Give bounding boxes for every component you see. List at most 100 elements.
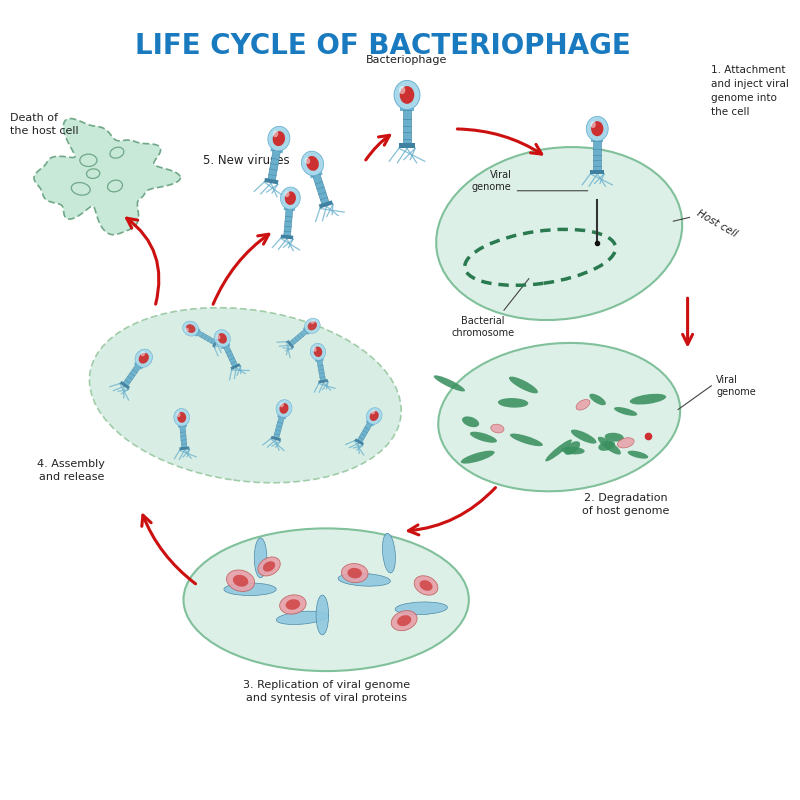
Text: 2. Degradation
of host genome: 2. Degradation of host genome <box>582 494 670 517</box>
Ellipse shape <box>598 437 621 454</box>
Ellipse shape <box>414 576 438 595</box>
Ellipse shape <box>308 322 317 330</box>
Bar <box>230 363 241 370</box>
Ellipse shape <box>598 441 615 451</box>
Ellipse shape <box>218 333 227 344</box>
Ellipse shape <box>614 407 638 416</box>
Ellipse shape <box>314 346 322 357</box>
Ellipse shape <box>490 424 504 433</box>
Text: 1. Attachment
and inject viral
genome into
the cell: 1. Attachment and inject viral genome in… <box>711 65 790 117</box>
Ellipse shape <box>285 191 296 205</box>
Ellipse shape <box>258 557 280 576</box>
Ellipse shape <box>586 116 608 141</box>
Bar <box>197 330 217 345</box>
Bar <box>318 200 333 209</box>
Text: Viral
genome: Viral genome <box>472 170 512 192</box>
Ellipse shape <box>214 330 230 347</box>
Ellipse shape <box>273 130 278 138</box>
Bar <box>281 234 294 239</box>
Bar <box>590 170 604 174</box>
Ellipse shape <box>141 351 146 356</box>
Ellipse shape <box>276 611 329 625</box>
Text: Bacteriophage: Bacteriophage <box>366 55 448 65</box>
Bar <box>270 436 281 442</box>
Ellipse shape <box>462 416 479 427</box>
Ellipse shape <box>564 442 580 455</box>
Ellipse shape <box>138 353 149 364</box>
Ellipse shape <box>571 430 597 444</box>
Ellipse shape <box>216 334 221 339</box>
Bar <box>180 426 187 448</box>
Ellipse shape <box>347 568 362 578</box>
Ellipse shape <box>135 349 153 367</box>
Ellipse shape <box>397 615 411 626</box>
Ellipse shape <box>391 610 417 630</box>
Ellipse shape <box>436 147 682 320</box>
Bar <box>289 330 308 346</box>
Ellipse shape <box>305 318 320 334</box>
Ellipse shape <box>305 158 310 164</box>
Ellipse shape <box>605 433 624 442</box>
Ellipse shape <box>366 408 382 424</box>
Ellipse shape <box>630 394 666 405</box>
Ellipse shape <box>394 81 420 110</box>
Ellipse shape <box>370 411 378 421</box>
Bar <box>313 174 330 205</box>
Ellipse shape <box>178 412 186 422</box>
Ellipse shape <box>509 377 538 394</box>
Bar <box>399 143 415 148</box>
Text: Host cell: Host cell <box>695 209 739 239</box>
Ellipse shape <box>419 580 433 591</box>
Ellipse shape <box>185 328 189 331</box>
Ellipse shape <box>628 450 648 458</box>
Bar <box>179 446 190 450</box>
Ellipse shape <box>461 450 494 464</box>
Text: Death of
the host cell: Death of the host cell <box>10 113 79 136</box>
Text: 3. Replication of viral genome
and syntesis of viral proteins: 3. Replication of viral genome and synte… <box>242 680 410 703</box>
Ellipse shape <box>316 595 329 635</box>
Ellipse shape <box>224 583 276 595</box>
Ellipse shape <box>233 575 248 586</box>
Bar <box>402 110 411 145</box>
Bar <box>221 342 230 350</box>
Ellipse shape <box>618 438 634 448</box>
Bar <box>594 141 601 171</box>
Ellipse shape <box>174 409 190 426</box>
Ellipse shape <box>338 574 390 586</box>
Ellipse shape <box>273 131 285 146</box>
Bar <box>318 379 328 383</box>
Ellipse shape <box>576 399 590 410</box>
Ellipse shape <box>280 595 306 614</box>
Ellipse shape <box>279 403 289 414</box>
Bar <box>212 338 219 348</box>
Ellipse shape <box>285 191 290 198</box>
Bar <box>317 360 326 382</box>
Ellipse shape <box>371 410 375 414</box>
Bar <box>178 424 187 427</box>
Ellipse shape <box>263 562 275 572</box>
Ellipse shape <box>186 324 195 333</box>
Ellipse shape <box>395 602 447 614</box>
Ellipse shape <box>438 343 680 491</box>
Bar <box>400 106 414 111</box>
Ellipse shape <box>562 446 585 454</box>
Bar <box>270 147 283 154</box>
Ellipse shape <box>268 126 290 151</box>
Ellipse shape <box>591 121 603 136</box>
Ellipse shape <box>382 534 395 573</box>
Text: Viral
genome: Viral genome <box>716 375 756 397</box>
Text: LIFE CYCLE OF BACTERIOPHAGE: LIFE CYCLE OF BACTERIOPHAGE <box>135 32 631 60</box>
Bar <box>123 364 141 386</box>
Ellipse shape <box>177 412 181 417</box>
Bar <box>302 327 310 335</box>
Ellipse shape <box>590 121 596 128</box>
Ellipse shape <box>281 187 300 210</box>
Bar <box>194 328 201 337</box>
Ellipse shape <box>399 86 406 94</box>
Ellipse shape <box>183 529 469 671</box>
Ellipse shape <box>306 156 319 171</box>
Ellipse shape <box>280 402 284 407</box>
Ellipse shape <box>510 434 543 446</box>
Text: Bacterial
chromosome: Bacterial chromosome <box>451 316 514 338</box>
Ellipse shape <box>400 86 414 104</box>
